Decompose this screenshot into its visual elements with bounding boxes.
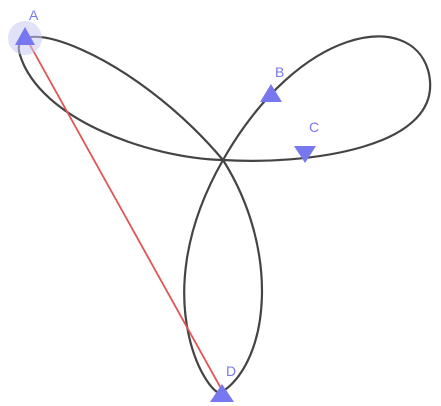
point-d-label: D — [226, 363, 236, 379]
segment-a-d — [24, 35, 224, 393]
point-c-marker[interactable] — [294, 146, 316, 163]
point-b-label: B — [275, 64, 284, 80]
point-a-marker[interactable] — [15, 27, 35, 45]
trefoil-curve — [17, 35, 432, 395]
point-b-marker[interactable] — [260, 84, 282, 102]
point-d-marker[interactable] — [210, 384, 234, 402]
point-c-label: C — [309, 119, 319, 135]
point-a-label: A — [29, 7, 39, 23]
